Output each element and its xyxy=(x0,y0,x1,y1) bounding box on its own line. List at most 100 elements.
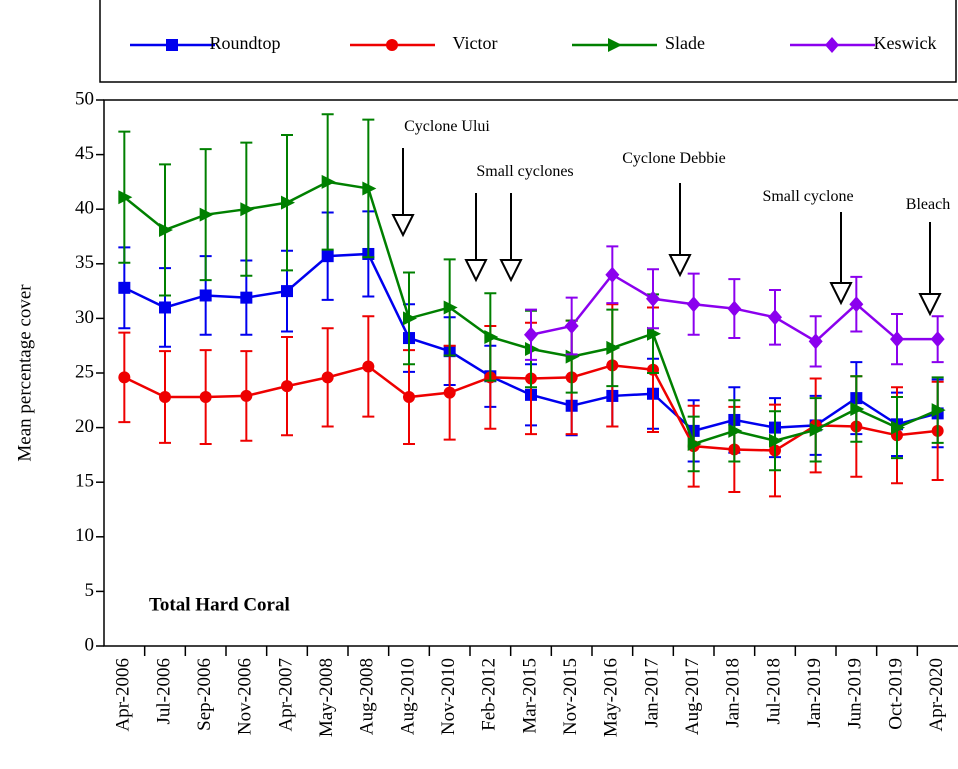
y-tick-label: 30 xyxy=(75,307,94,328)
marker xyxy=(524,326,538,343)
marker xyxy=(808,333,823,350)
legend-label: Keswick xyxy=(874,33,937,53)
marker xyxy=(281,380,293,393)
x-tick-label: Sep-2006 xyxy=(194,658,215,731)
marker xyxy=(118,190,133,205)
x-tick-label: Jul-2018 xyxy=(763,658,784,725)
y-tick-label: 40 xyxy=(75,198,94,219)
y-tick-label: 15 xyxy=(75,471,94,492)
marker xyxy=(687,436,702,451)
marker xyxy=(362,181,377,196)
annotation-arrowhead xyxy=(668,254,692,278)
x-tick-label: May-2016 xyxy=(601,658,622,737)
legend-label: Roundtop xyxy=(209,33,280,53)
marker xyxy=(240,291,253,304)
marker xyxy=(199,207,214,222)
marker xyxy=(403,391,415,404)
legend-marker xyxy=(608,38,622,52)
x-tick-label: Jul-2006 xyxy=(153,658,174,725)
x-tick-label: Aug-2008 xyxy=(357,658,378,735)
x-tick-label: Jan-2017 xyxy=(641,658,662,728)
y-tick-label: 0 xyxy=(85,634,95,655)
marker xyxy=(565,349,580,364)
marker xyxy=(930,331,945,348)
marker xyxy=(769,433,783,448)
legend-box xyxy=(99,0,957,83)
x-tick-label: Mar-2015 xyxy=(519,658,540,734)
annotation: Small cyclone xyxy=(762,188,853,205)
y-tick-label: 10 xyxy=(75,525,94,546)
marker xyxy=(118,281,131,294)
annotation: Small cyclones xyxy=(476,163,573,180)
y-axis-label: Mean percentage cover xyxy=(14,284,35,462)
marker xyxy=(484,329,499,344)
inset-label: Total Hard Coral xyxy=(149,594,290,615)
marker xyxy=(727,300,742,317)
legend-label: Slade xyxy=(665,33,705,53)
legend-label: Victor xyxy=(453,33,498,53)
marker xyxy=(199,391,212,404)
x-tick-label: Jan-2018 xyxy=(723,658,744,728)
x-tick-label: Aug-2010 xyxy=(397,658,418,735)
x-tick-label: May-2008 xyxy=(316,658,337,737)
marker xyxy=(443,300,458,315)
x-tick-label: Nov-2006 xyxy=(235,658,256,735)
marker xyxy=(443,386,456,399)
marker xyxy=(850,402,865,417)
marker xyxy=(646,290,660,307)
annotation-arrowhead xyxy=(464,259,488,283)
x-tick-label: Nov-2010 xyxy=(438,658,459,735)
marker xyxy=(362,360,375,373)
annotation: Cyclone Debbie xyxy=(622,150,726,167)
y-tick-label: 20 xyxy=(75,416,94,437)
marker xyxy=(768,309,782,326)
marker xyxy=(686,296,701,313)
annotation-arrowhead xyxy=(391,214,415,238)
marker xyxy=(199,289,212,302)
y-tick-label: 25 xyxy=(75,361,94,382)
annotation-arrowhead xyxy=(499,259,523,283)
x-tick-label: Nov-2015 xyxy=(560,658,581,735)
x-tick-label: Oct-2019 xyxy=(885,658,906,730)
marker xyxy=(605,266,620,283)
marker xyxy=(647,326,661,341)
marker xyxy=(159,391,171,404)
x-tick-label: Aug-2017 xyxy=(682,658,703,735)
y-tick-label: 50 xyxy=(75,88,94,109)
x-tick-label: Feb-2012 xyxy=(479,658,500,731)
legend-marker xyxy=(825,37,839,53)
x-tick-label: Apr-2007 xyxy=(275,658,296,732)
legend-marker xyxy=(386,39,398,51)
marker xyxy=(891,420,905,435)
marker xyxy=(809,422,824,437)
y-tick-label: 45 xyxy=(75,143,94,164)
marker xyxy=(890,331,904,348)
marker xyxy=(403,311,417,326)
x-tick-label: Apr-2006 xyxy=(113,658,134,732)
marker xyxy=(118,371,131,384)
marker xyxy=(931,403,946,418)
marker xyxy=(159,222,173,237)
x-tick-label: Apr-2020 xyxy=(926,658,947,732)
marker xyxy=(281,285,293,298)
x-tick-label: Jan-2019 xyxy=(804,658,825,728)
marker xyxy=(564,318,579,335)
marker xyxy=(849,296,864,313)
marker xyxy=(728,423,743,438)
x-tick-label: Jun-2019 xyxy=(845,658,866,729)
marker xyxy=(240,389,253,402)
marker xyxy=(240,202,255,217)
marker xyxy=(606,340,621,355)
legend-marker xyxy=(166,39,178,51)
annotation: Bleach xyxy=(906,196,950,213)
y-tick-label: 5 xyxy=(85,580,95,601)
annotation-arrowhead xyxy=(829,282,853,306)
marker xyxy=(321,250,334,263)
marker xyxy=(321,174,336,189)
marker xyxy=(281,195,295,210)
annotation-arrowhead xyxy=(918,293,942,317)
y-tick-label: 35 xyxy=(75,252,94,273)
marker xyxy=(159,301,171,314)
marker xyxy=(321,371,334,384)
